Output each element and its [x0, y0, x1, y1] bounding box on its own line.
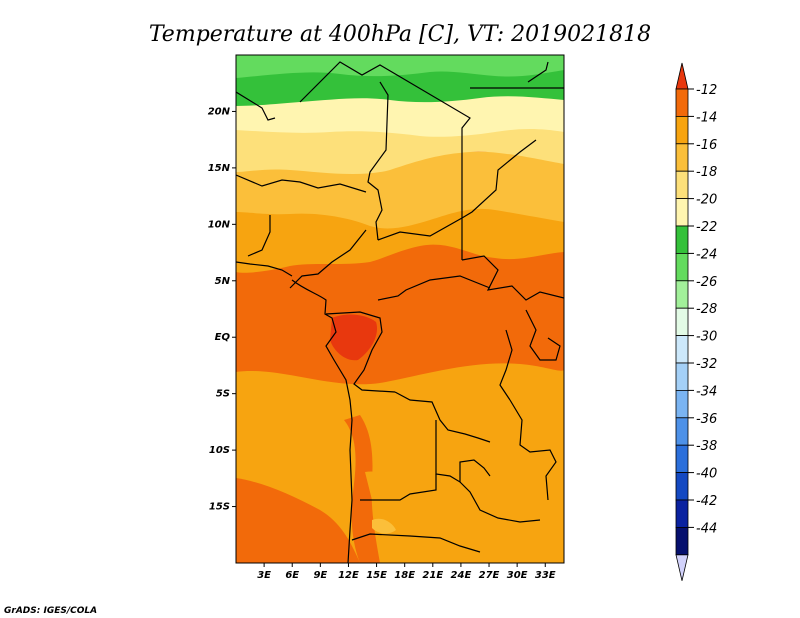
- lat-tick-label: EQ: [215, 332, 231, 343]
- colorbar-swatch: [675, 389, 689, 419]
- colorbar-label: -18: [696, 165, 717, 180]
- lat-tick-label: 10S: [209, 445, 230, 456]
- map-panel: [236, 55, 564, 563]
- lon-tick-label: 21E: [422, 570, 443, 581]
- lat-tick-label: 15S: [209, 502, 230, 513]
- colorbar-swatch: [675, 527, 689, 556]
- lat-tick-label: 5N: [215, 276, 231, 287]
- grads-credit: GrADS: IGES/COLA: [4, 606, 97, 616]
- colorbar-label: -14: [696, 110, 717, 125]
- colorbar-swatch: [675, 444, 689, 474]
- colorbar-label: -12: [696, 83, 717, 98]
- band-minus14-coast: [344, 415, 380, 563]
- colorbar-swatch: [675, 472, 689, 501]
- colorbar: -12 -14 -16 -18 -20 -22 -24 -26 -28 -30 -32 -34 -36 -…: [675, 62, 717, 581]
- lon-tick-label: 33E: [535, 570, 556, 581]
- colorbar-swatch: [675, 170, 689, 199]
- colorbar-top-arrow: [675, 62, 689, 90]
- colorbar-label: -24: [696, 247, 717, 262]
- colorbar-label: -32: [696, 357, 717, 372]
- colorbar-swatch: [675, 198, 689, 227]
- colorbar-label: -38: [696, 439, 717, 454]
- colorbar-label: -26: [696, 275, 717, 290]
- lon-tick-label: 9E: [313, 570, 327, 581]
- lon-tick-label: 24E: [451, 570, 472, 581]
- band-minus26: [236, 55, 564, 78]
- lon-tick-label: 30E: [507, 570, 528, 581]
- colorbar-label: -20: [696, 193, 717, 208]
- colorbar-swatch: [675, 88, 689, 117]
- colorbar-swatch: [675, 225, 689, 254]
- lat-axis: 20N 15N 10N 5N EQ 5S 10S 15S: [208, 106, 236, 513]
- lon-tick-label: 15E: [366, 570, 387, 581]
- band-minus16-angola: [365, 471, 430, 530]
- colorbar-swatch: [675, 335, 689, 364]
- colorbar-label: -22: [696, 220, 717, 235]
- colorbar-bottom-arrow: [675, 554, 689, 581]
- lat-tick-label: 15N: [208, 163, 231, 174]
- band-minus12-pocket: [330, 314, 378, 361]
- colorbar-label: -34: [696, 384, 717, 399]
- colorbar-swatch: [675, 116, 689, 145]
- colorbar-label: -16: [696, 138, 717, 153]
- colorbar-label: -40: [696, 467, 717, 482]
- country-borders: [236, 61, 564, 563]
- colorbar-swatch: [675, 252, 689, 282]
- lat-tick-label: 10N: [208, 219, 231, 230]
- colorbar-label: -28: [696, 302, 717, 317]
- lat-tick-label: 20N: [208, 106, 231, 117]
- colorbar-label: -44: [696, 521, 717, 536]
- chart-title: Temperature at 400hPa [C], VT: 201902181…: [149, 22, 651, 47]
- colorbar-swatch: [675, 499, 689, 528]
- colorbar-swatch: [675, 417, 689, 446]
- lon-tick-label: 6E: [285, 570, 299, 581]
- colorbar-label: -36: [696, 412, 717, 427]
- colorbar-swatch: [675, 143, 689, 172]
- colorbar-label: -30: [696, 330, 717, 345]
- lon-axis: 3E 6E 9E 12E 15E 18E 21E 24E 27E 30E 33E: [257, 563, 556, 581]
- colorbar-label: -42: [696, 494, 717, 509]
- lon-tick-label: 3E: [257, 570, 271, 581]
- band-minus18-spot: [372, 518, 396, 534]
- map-frame: [235, 54, 565, 564]
- band-minus14-southwest: [236, 478, 360, 563]
- colorbar-swatch: [675, 307, 689, 337]
- colorbar-swatch: [675, 362, 689, 391]
- lat-tick-label: 5S: [216, 389, 230, 400]
- colorbar-swatch: [675, 280, 689, 309]
- lon-tick-label: 18E: [394, 570, 415, 581]
- lon-tick-label: 12E: [338, 570, 359, 581]
- lon-tick-label: 27E: [479, 570, 500, 581]
